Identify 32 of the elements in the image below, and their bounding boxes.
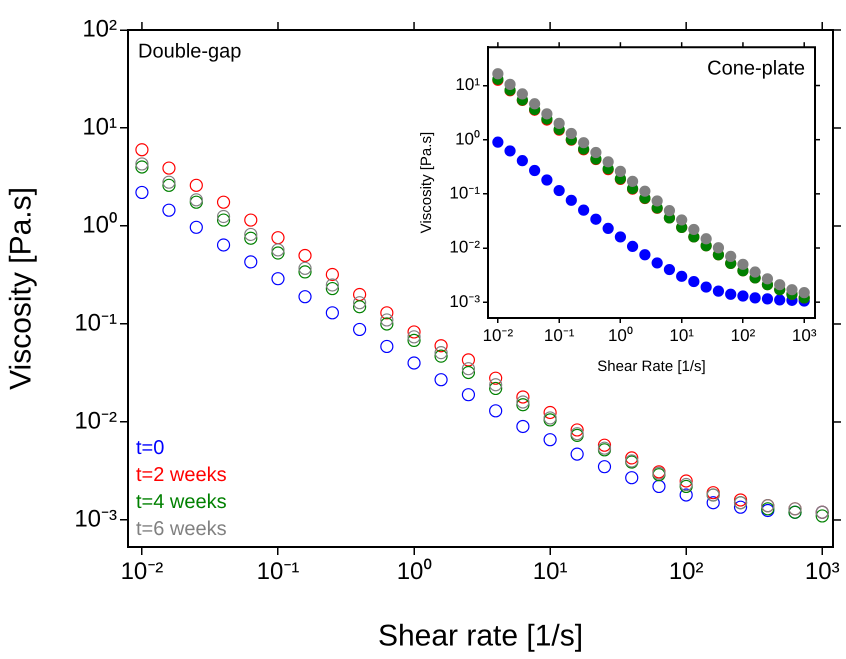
text: t=6 weeks (136, 518, 227, 540)
y-tick-label: 10⁻³ (449, 292, 480, 311)
x-tick-label: 10⁻¹ (256, 558, 300, 586)
y-axis-title: Viscosity [Pa.s] (418, 132, 436, 234)
y-tick-label: 10¹ (455, 75, 480, 94)
x-tick-label: 10² (668, 558, 704, 586)
text: Cone-plate (707, 58, 805, 80)
y-tick-label: 10⁻¹ (449, 184, 480, 203)
text: t=4 weeks (136, 491, 227, 513)
x-axis-title: Shear Rate [1/s] (597, 358, 706, 376)
text: t=2 weeks (136, 464, 227, 486)
y-tick-label: 10⁰ (455, 129, 480, 148)
x-tick-label: 10⁻¹ (544, 326, 575, 345)
y-tick-label: 10² (82, 16, 118, 43)
x-axis-title: Shear rate [1/s] (378, 619, 584, 652)
y-tick-label: 10⁻² (74, 408, 118, 435)
x-tick-label: 10³ (792, 326, 817, 345)
x-tick-label: 10⁻² (120, 558, 164, 586)
x-tick-label: 10² (730, 326, 756, 345)
x-tick-label: 10⁻² (482, 326, 514, 345)
x-tick-label: 10⁰ (396, 558, 432, 586)
y-tick-label: 10⁻³ (74, 506, 118, 533)
x-tick-label: 10⁰ (608, 326, 633, 345)
x-tick-label: 10³ (804, 558, 840, 586)
y-tick-label: 10⁻² (449, 238, 480, 257)
text: t=0 (136, 437, 164, 459)
x-tick-label: 10¹ (669, 326, 694, 345)
x-tick-label: 10¹ (532, 558, 568, 586)
y-axis-title: Viscosity [Pa.s] (4, 187, 38, 390)
y-tick-label: 10⁰ (82, 212, 117, 239)
text: Double-gap (138, 40, 242, 63)
y-tick-label: 10¹ (82, 114, 118, 141)
